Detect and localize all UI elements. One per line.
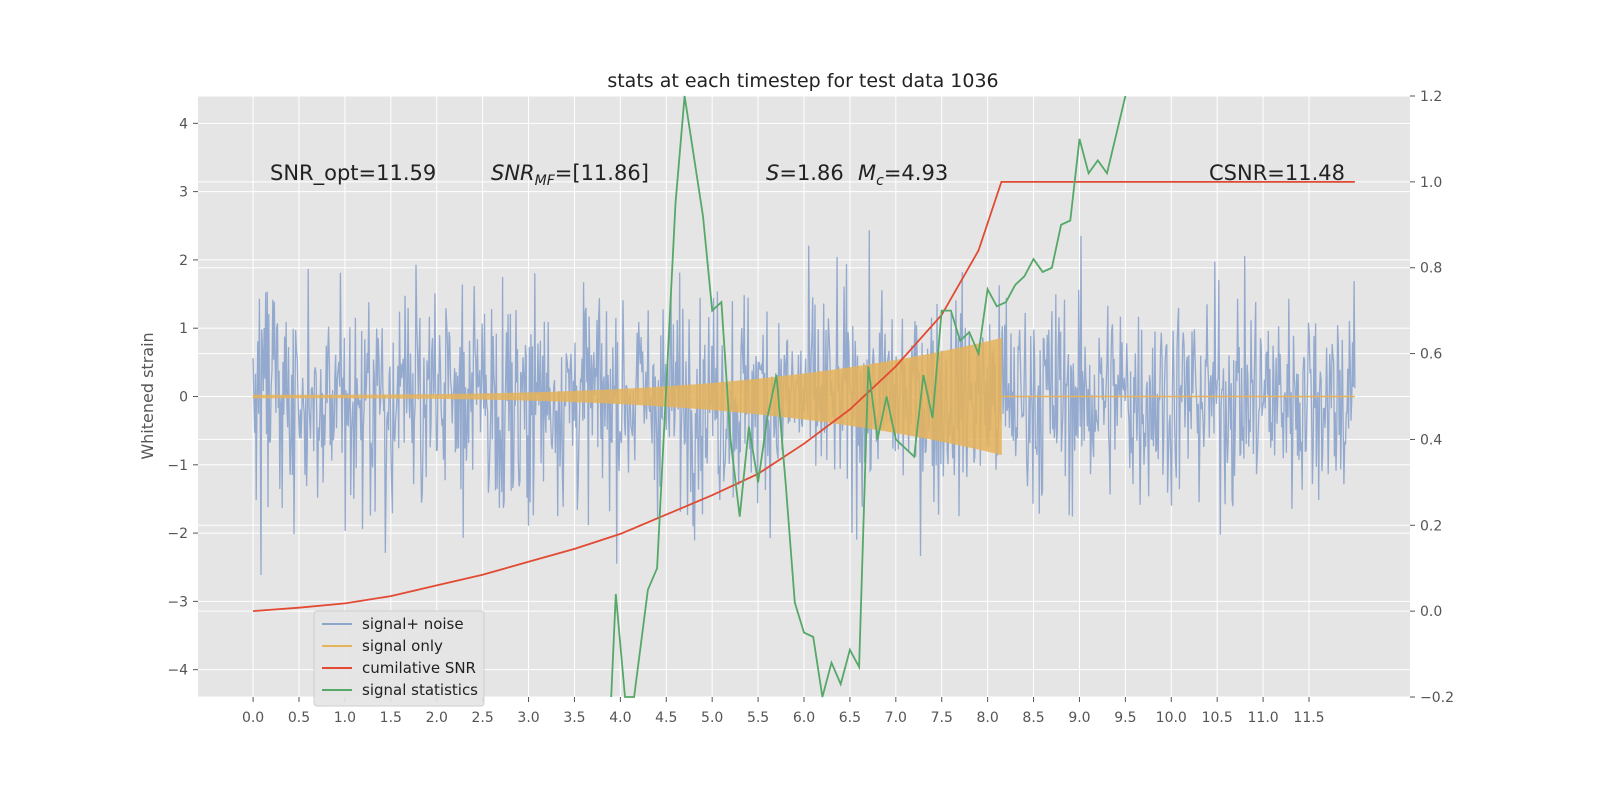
plot-area	[198, 95, 1410, 698]
y-axis-right: 1.2 1.0 0.8 0.6 0.4 0.2 0.0 −0.2	[1410, 89, 1454, 706]
y2-tick-label: 0.8	[1420, 261, 1442, 277]
legend-label-cumulative-snr: cumilative SNR	[362, 659, 476, 677]
x-tick-label: 0.5	[288, 710, 310, 726]
mc-symbol: M	[858, 161, 876, 185]
x-tick-label: 10.5	[1202, 710, 1233, 726]
plot-series	[252, 95, 1356, 698]
y2-tick-label: 0.4	[1420, 432, 1442, 448]
x-tick-label: 8.5	[1022, 710, 1044, 726]
legend-box	[313, 610, 485, 707]
annotation-csnr: CSNR=11.48	[1209, 161, 1345, 185]
mc-value: =4.93	[884, 161, 948, 185]
y2-tick-label: 0.6	[1420, 347, 1442, 363]
s-symbol: S	[766, 161, 779, 185]
y-tick-label: −2	[167, 526, 188, 542]
signal-statistics-line	[610, 95, 1127, 698]
y2-tick-label: −0.2	[1420, 690, 1454, 706]
y-tick-label: 4	[179, 116, 188, 132]
y-axis-left: 4 3 2 1 0 −1 −2 −3 −4	[167, 116, 198, 679]
x-tick-label: 7.5	[931, 710, 953, 726]
legend-label-signal-only: signal only	[362, 637, 443, 655]
x-tick-label: 3.0	[517, 710, 539, 726]
x-axis: 0.0 0.5 1.0 1.5 2.0 2.5 3.0 3.5 4.0 4.5 5.0 5.5 6.0 6…	[242, 697, 1325, 726]
s-value: =1.86	[779, 161, 843, 185]
snr-mf-value: =[11.86]	[555, 161, 649, 185]
y-tick-label: −1	[167, 458, 188, 474]
y-tick-label: 0	[179, 390, 188, 406]
x-tick-label: 11.5	[1293, 710, 1324, 726]
x-tick-label: 3.5	[563, 710, 585, 726]
x-tick-label: 6.5	[839, 710, 861, 726]
annotation-s: S=1.86	[766, 161, 844, 185]
y2-tick-label: 0.0	[1420, 604, 1442, 620]
chart-title: stats at each timestep for test data 103…	[607, 70, 998, 92]
x-tick-label: 0.0	[242, 710, 264, 726]
annotations: SNR_opt=11.59 SNRMF=[11.86] S=1.86 Mc=4.…	[270, 161, 1345, 189]
x-tick-label: 6.0	[793, 710, 815, 726]
annotation-snr-opt: SNR_opt=11.59	[270, 161, 436, 186]
x-tick-label: 2.0	[426, 710, 448, 726]
y-tick-label: −4	[167, 663, 188, 679]
y-tick-label: 1	[179, 321, 188, 337]
cumulative-snr-line	[253, 181, 1355, 612]
legend: signal+ noise signal only cumilative SNR…	[313, 610, 485, 707]
x-tick-label: 1.0	[334, 710, 356, 726]
mc-subscript: c	[876, 173, 884, 189]
x-tick-label: 4.0	[609, 710, 631, 726]
y2-tick-label: 1.2	[1420, 89, 1442, 105]
x-tick-label: 7.0	[885, 710, 907, 726]
x-tick-label: 5.0	[701, 710, 723, 726]
x-tick-label: 8.0	[977, 710, 999, 726]
legend-label-signal-statistics: signal statistics	[362, 681, 478, 699]
x-tick-label: 9.5	[1114, 710, 1136, 726]
snr-mf-subscript: MF	[535, 173, 556, 189]
legend-label-signal-noise: signal+ noise	[362, 615, 464, 633]
y-tick-label: 3	[179, 185, 188, 201]
y-axis-label: Whitened strain	[138, 332, 157, 459]
snr-mf-symbol: SNR	[491, 161, 535, 185]
y-tick-label: 2	[179, 253, 188, 269]
x-tick-label: 4.5	[655, 710, 677, 726]
y2-tick-label: 1.0	[1420, 175, 1442, 191]
x-tick-label: 9.0	[1068, 710, 1090, 726]
x-tick-label: 2.5	[472, 710, 494, 726]
y2-tick-label: 0.2	[1420, 518, 1442, 534]
annotation-snr-mf: SNRMF=[11.86]	[491, 161, 649, 189]
x-tick-label: 11.0	[1248, 710, 1279, 726]
signal-only-area	[252, 337, 1002, 456]
x-tick-label: 1.5	[380, 710, 402, 726]
x-tick-label: 10.0	[1156, 710, 1187, 726]
y-tick-label: −3	[167, 594, 188, 610]
annotation-mc: Mc=4.93	[858, 161, 948, 189]
x-tick-label: 5.5	[747, 710, 769, 726]
